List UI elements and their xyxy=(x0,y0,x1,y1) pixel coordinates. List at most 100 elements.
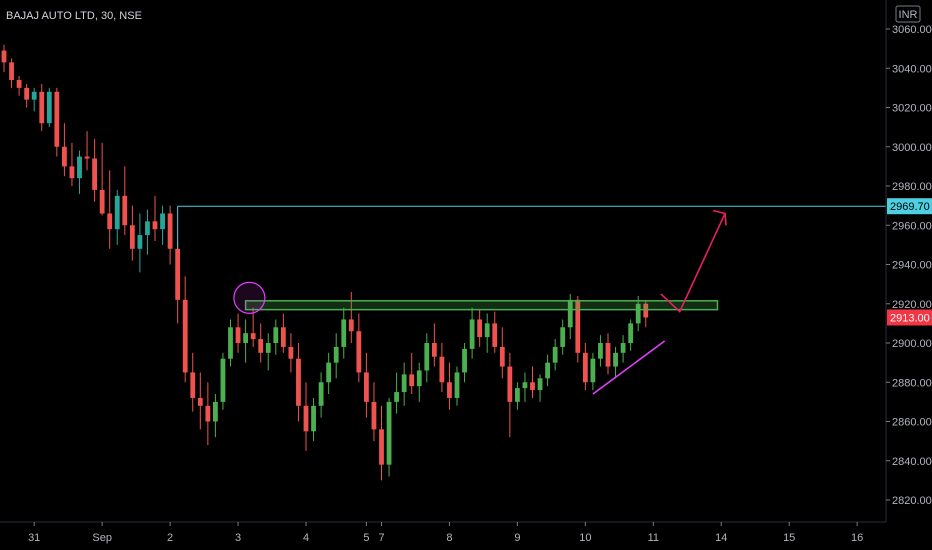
candle-body xyxy=(567,299,573,328)
candle xyxy=(197,372,203,430)
candle xyxy=(635,295,641,332)
price-tick-label: 2900.00 xyxy=(892,338,932,350)
price-axis[interactable] xyxy=(886,0,932,550)
candle xyxy=(371,382,377,442)
candle xyxy=(379,405,384,481)
candle-body xyxy=(333,346,339,363)
candle-body xyxy=(552,346,558,363)
candle xyxy=(613,346,618,379)
candle xyxy=(69,142,75,186)
price-tick-label: 2920.00 xyxy=(892,299,932,311)
candle xyxy=(296,343,301,422)
candle-body xyxy=(92,158,97,190)
candle-body xyxy=(507,366,513,402)
candle xyxy=(46,87,52,128)
candle-body xyxy=(152,221,158,230)
chart-drawings xyxy=(177,205,886,395)
breakout-zone[interactable] xyxy=(244,300,719,311)
candle-body xyxy=(371,401,377,430)
candle xyxy=(39,83,45,132)
candle-body xyxy=(175,248,181,300)
candle-body xyxy=(545,362,550,379)
candle-body xyxy=(46,91,52,124)
candle xyxy=(507,352,513,438)
candle-body xyxy=(386,401,392,465)
candle xyxy=(99,142,105,216)
candle-body xyxy=(394,392,399,402)
candle xyxy=(537,374,543,402)
candle-body xyxy=(205,405,211,422)
candle-body xyxy=(243,333,248,343)
candle xyxy=(469,307,475,359)
candle xyxy=(77,150,82,194)
candle xyxy=(265,333,271,371)
candle-body xyxy=(484,323,490,338)
candle-body xyxy=(447,382,452,398)
candle-body xyxy=(190,372,196,398)
candle xyxy=(598,335,603,367)
candle-body xyxy=(137,235,143,249)
candle-body xyxy=(469,319,475,349)
candle-body xyxy=(62,146,67,167)
svg-text:2969.70: 2969.70 xyxy=(890,201,930,213)
candle xyxy=(628,319,634,351)
candle xyxy=(326,352,332,395)
candle xyxy=(182,276,188,383)
candle xyxy=(515,382,520,410)
time-tick-label: 10 xyxy=(579,532,591,544)
candle xyxy=(575,295,581,363)
candle xyxy=(447,362,452,410)
price-tick-label: 2880.00 xyxy=(892,377,932,389)
price-tick-label: 2820.00 xyxy=(892,495,932,507)
candle-body xyxy=(145,221,150,236)
highlight-circle[interactable] xyxy=(233,281,266,314)
price-tick-label: 2840.00 xyxy=(892,456,932,468)
candle xyxy=(341,307,347,359)
candle xyxy=(288,333,294,373)
candle-body xyxy=(318,382,324,406)
candle-body xyxy=(107,213,113,230)
time-tick-label: 3 xyxy=(235,532,241,544)
candle-body xyxy=(341,319,347,347)
projection-arrow[interactable] xyxy=(660,213,726,313)
candle-body xyxy=(129,225,135,249)
candle-body xyxy=(258,339,264,353)
currency-label: INR xyxy=(899,9,918,21)
candle xyxy=(122,166,128,236)
candle xyxy=(416,362,422,402)
candle-body xyxy=(590,358,596,383)
candle xyxy=(152,195,158,241)
candle xyxy=(364,352,369,418)
currency-badge[interactable]: INR xyxy=(895,5,921,23)
candle xyxy=(477,309,483,347)
rising-trendline[interactable] xyxy=(592,340,666,395)
candle-body xyxy=(643,303,649,318)
candle xyxy=(62,123,67,177)
candle xyxy=(439,343,445,393)
candle xyxy=(114,189,120,245)
candle xyxy=(605,333,611,375)
candle-body xyxy=(16,80,22,88)
candle-body xyxy=(522,382,528,389)
candle-body xyxy=(280,327,286,347)
candle-body xyxy=(326,362,332,383)
candle-body xyxy=(288,346,294,359)
price-badges: 2969.70 2913.00 xyxy=(887,198,932,326)
price-tick-label: 3060.00 xyxy=(892,24,932,36)
candle-body xyxy=(348,319,354,332)
candle xyxy=(243,319,248,363)
candle xyxy=(129,205,135,261)
candle xyxy=(220,352,226,410)
candle-body xyxy=(582,352,588,383)
price-tick-label: 2860.00 xyxy=(892,417,932,429)
candle xyxy=(250,307,256,347)
time-axis-ticks: 31 Sep 2 3 4 5 7 8 9 10 11 14 15 16 xyxy=(28,522,863,544)
candle xyxy=(545,354,550,387)
projection-arrowhead xyxy=(712,209,727,226)
candle xyxy=(401,362,407,406)
candle xyxy=(356,313,362,383)
candle-body xyxy=(114,195,120,230)
price-axis-ticks: 3060.00 3040.00 3020.00 3000.00 2980.00 2960.… xyxy=(886,24,932,507)
